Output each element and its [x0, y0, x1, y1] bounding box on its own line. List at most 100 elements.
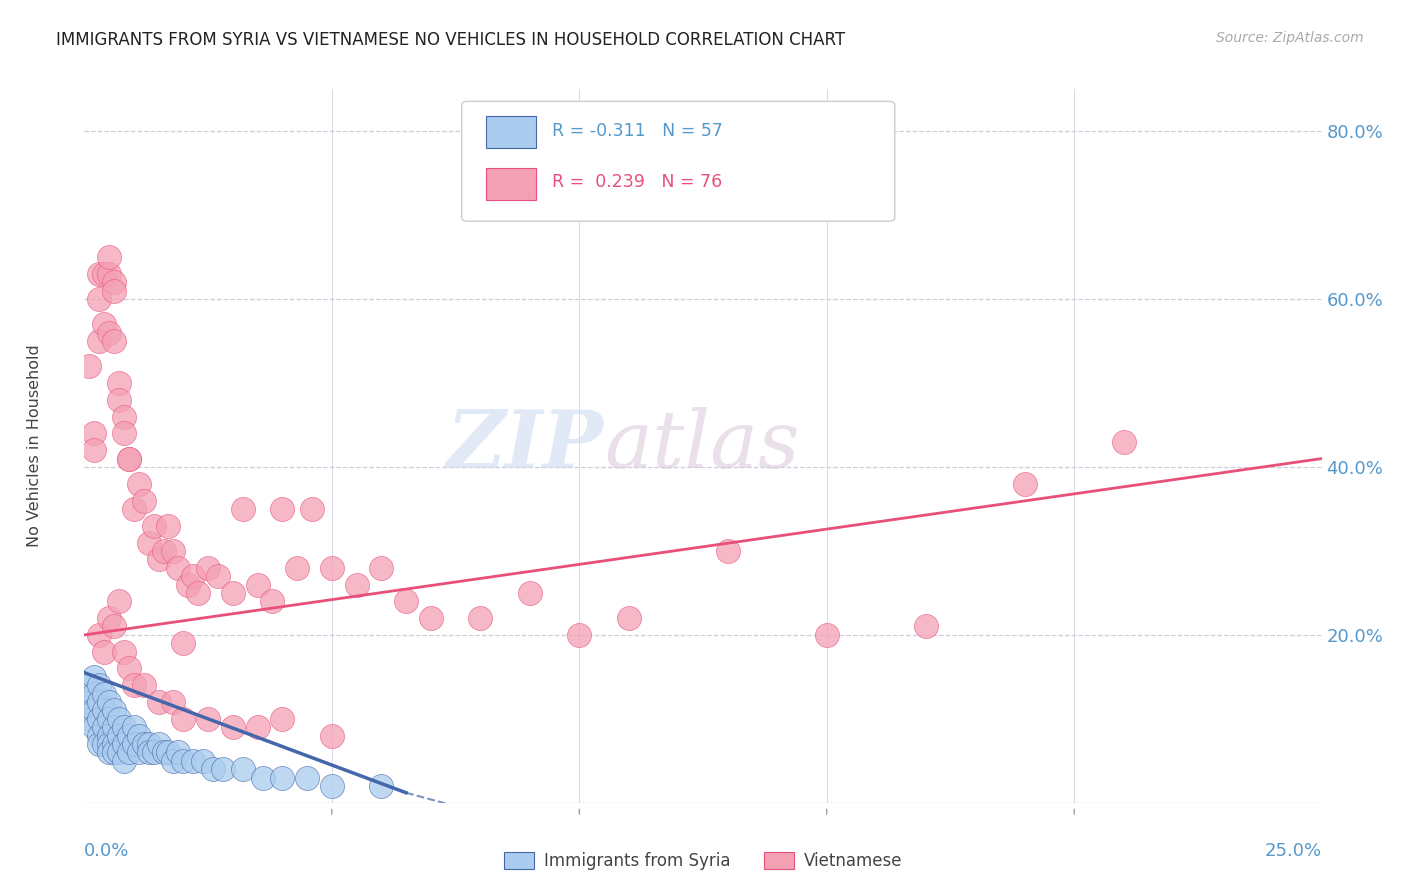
Point [191, 754, 214, 768]
Point [79, 712, 101, 726]
Text: R = -0.311   N = 57: R = -0.311 N = 57 [553, 121, 723, 139]
Point [89, 678, 111, 692]
Point [207, 569, 229, 583]
Text: atlas: atlas [605, 408, 800, 484]
Point [1014, 476, 1036, 491]
Point [103, 746, 125, 760]
Bar [486, 168, 536, 200]
Point [181, 754, 204, 768]
Point [112, 754, 135, 768]
Point [79, 359, 101, 374]
Point [148, 737, 170, 751]
Point [617, 611, 640, 625]
Point [89, 292, 111, 306]
Point [470, 611, 492, 625]
Point [83, 720, 105, 734]
Point [93, 267, 115, 281]
Text: Source: ZipAtlas.com: Source: ZipAtlas.com [1216, 31, 1364, 45]
Point [103, 275, 125, 289]
Point [89, 267, 111, 281]
Point [142, 518, 165, 533]
Point [142, 746, 165, 760]
Point [914, 619, 936, 633]
Point [122, 678, 145, 692]
Point [717, 544, 740, 558]
Point [89, 628, 111, 642]
Point [128, 729, 150, 743]
Point [118, 729, 141, 743]
Point [132, 493, 155, 508]
Point [132, 737, 155, 751]
Point [112, 645, 135, 659]
Point [181, 569, 204, 583]
Point [162, 695, 184, 709]
Point [108, 392, 131, 407]
Point [419, 611, 441, 625]
Point [103, 284, 125, 298]
Point [152, 746, 174, 760]
Point [89, 712, 111, 726]
Point [232, 762, 254, 776]
Point [83, 443, 105, 458]
Point [301, 502, 323, 516]
Point [98, 267, 121, 281]
Point [103, 619, 125, 633]
Point [122, 737, 145, 751]
Text: 25.0%: 25.0% [1264, 842, 1322, 860]
Point [132, 678, 155, 692]
Point [98, 729, 121, 743]
Point [232, 502, 254, 516]
Point [128, 476, 150, 491]
Point [108, 712, 131, 726]
Point [112, 426, 135, 441]
Point [89, 737, 111, 751]
Point [187, 586, 209, 600]
Point [89, 334, 111, 348]
Point [157, 746, 180, 760]
Point [138, 535, 160, 549]
Point [162, 754, 184, 768]
Point [93, 687, 115, 701]
Point [83, 670, 105, 684]
Point [98, 695, 121, 709]
Point [98, 250, 121, 264]
Point [271, 502, 294, 516]
Point [118, 451, 141, 466]
FancyBboxPatch shape [461, 102, 894, 221]
Point [89, 695, 111, 709]
Text: IMMIGRANTS FROM SYRIA VS VIETNAMESE NO VEHICLES IN HOUSEHOLD CORRELATION CHART: IMMIGRANTS FROM SYRIA VS VIETNAMESE NO V… [56, 31, 845, 49]
Point [295, 771, 318, 785]
Point [112, 720, 135, 734]
Point [172, 712, 194, 726]
Point [93, 318, 115, 332]
Point [177, 577, 200, 591]
Point [112, 737, 135, 751]
Point [103, 703, 125, 717]
Point [271, 771, 294, 785]
Point [122, 502, 145, 516]
Point [167, 560, 190, 574]
Point [108, 376, 131, 390]
Point [246, 577, 269, 591]
Point [138, 737, 160, 751]
Point [118, 746, 141, 760]
Point [152, 544, 174, 558]
Point [103, 334, 125, 348]
Point [321, 779, 343, 793]
Point [103, 737, 125, 751]
Point [83, 703, 105, 717]
Point [148, 695, 170, 709]
Legend: Immigrants from Syria, Vietnamese: Immigrants from Syria, Vietnamese [498, 845, 908, 877]
Point [262, 594, 284, 608]
Point [346, 577, 368, 591]
Point [222, 586, 245, 600]
Text: No Vehicles in Household: No Vehicles in Household [27, 344, 42, 548]
Point [98, 326, 121, 340]
Point [98, 746, 121, 760]
Point [122, 720, 145, 734]
Point [212, 762, 235, 776]
Point [285, 560, 308, 574]
Point [108, 594, 131, 608]
Bar [486, 116, 536, 148]
Point [252, 771, 274, 785]
